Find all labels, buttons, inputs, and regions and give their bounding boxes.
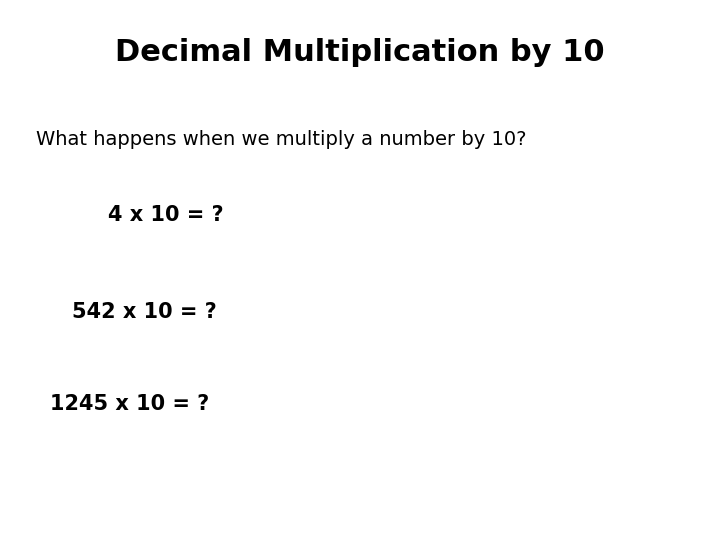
Text: What happens when we multiply a number by 10?: What happens when we multiply a number b… <box>36 130 526 148</box>
Text: 1245 x 10 = ?: 1245 x 10 = ? <box>50 394 210 414</box>
Text: 542 x 10 = ?: 542 x 10 = ? <box>72 302 217 322</box>
Text: 4 x 10 = ?: 4 x 10 = ? <box>108 205 224 225</box>
Text: Decimal Multiplication by 10: Decimal Multiplication by 10 <box>115 38 605 67</box>
